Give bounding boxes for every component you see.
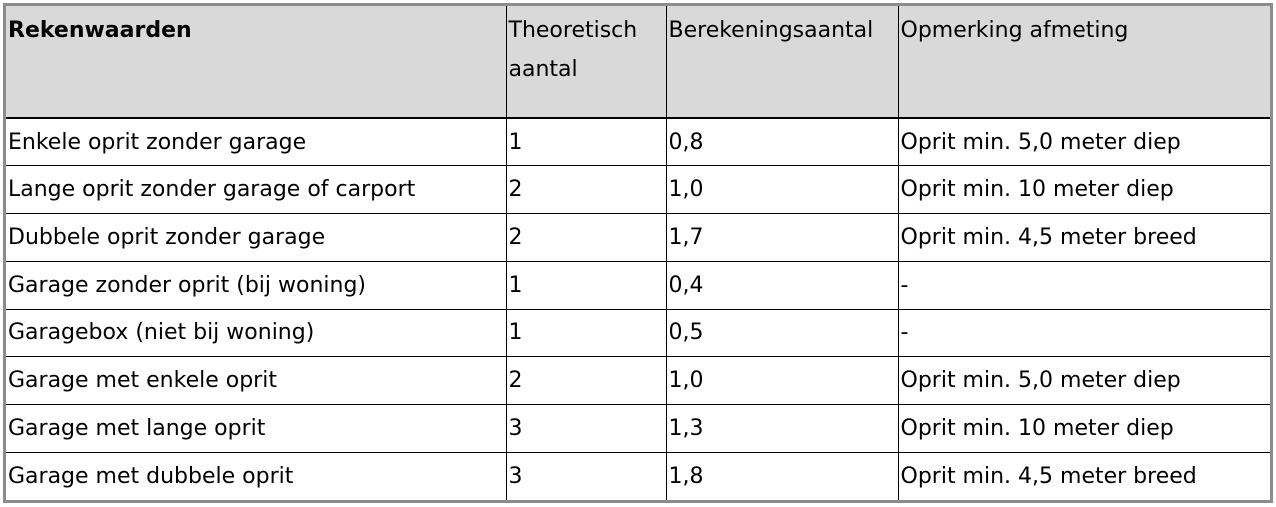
cell-opmerking: -: [897, 308, 1270, 358]
table-row: Dubbele oprit zonder garage 2 1,7 Oprit …: [6, 213, 1270, 262]
table-row: Garage met lange oprit 3 1,3 Oprit min. …: [6, 404, 1270, 453]
cell-berekeningsaantal: 1,0: [665, 165, 899, 214]
cell-theoretisch-aantal: 2: [505, 213, 667, 262]
cell-opmerking: Oprit min. 10 meter diep: [897, 165, 1270, 214]
cell-theoretisch-aantal: 1: [505, 308, 667, 358]
cell-berekeningsaantal: 1,7: [665, 213, 899, 262]
header-berekeningsaantal: Berekeningsaantal: [665, 6, 899, 119]
cell-opmerking: Oprit min. 10 meter diep: [897, 404, 1270, 453]
cell-berekeningsaantal: 1,8: [665, 451, 899, 500]
cell-opmerking: Oprit min. 5,0 meter diep: [897, 117, 1270, 167]
cell-theoretisch-aantal: 1: [505, 260, 667, 310]
cell-theoretisch-aantal: 3: [505, 404, 667, 453]
table-row: Garage met enkele oprit 2 1,0 Oprit min.…: [6, 356, 1270, 405]
table-row: Garagebox (niet bij woning) 1 0,5 -: [6, 308, 1270, 358]
cell-theoretisch-aantal: 2: [505, 165, 667, 214]
cell-rekenwaarde: Garage met dubbele oprit: [6, 451, 507, 500]
cell-opmerking: Oprit min. 5,0 meter diep: [897, 356, 1270, 405]
header-theoretisch-aantal: Theoretisch aantal: [505, 6, 667, 119]
cell-rekenwaarde: Dubbele oprit zonder garage: [6, 213, 507, 262]
cell-rekenwaarde: Lange oprit zonder garage of carport: [6, 165, 507, 214]
cell-rekenwaarde: Garage met lange oprit: [6, 404, 507, 453]
parking-values-table: Rekenwaarden Theoretisch aantal Berekeni…: [6, 6, 1270, 500]
cell-theoretisch-aantal: 2: [505, 356, 667, 405]
table-row: Garage zonder oprit (bij woning) 1 0,4 -: [6, 260, 1270, 310]
cell-opmerking: Oprit min. 4,5 meter breed: [897, 451, 1270, 500]
header-opmerking-afmeting: Opmerking afmeting: [897, 6, 1270, 119]
cell-theoretisch-aantal: 1: [505, 117, 667, 167]
table-row: Garage met dubbele oprit 3 1,8 Oprit min…: [6, 451, 1270, 500]
parking-values-table-frame: Rekenwaarden Theoretisch aantal Berekeni…: [3, 3, 1273, 503]
table-row: Enkele oprit zonder garage 1 0,8 Oprit m…: [6, 117, 1270, 167]
header-row: Rekenwaarden Theoretisch aantal Berekeni…: [6, 6, 1270, 119]
cell-rekenwaarde: Garagebox (niet bij woning): [6, 308, 507, 358]
cell-rekenwaarde: Garage met enkele oprit: [6, 356, 507, 405]
header-rekenwaarden: Rekenwaarden: [6, 6, 507, 119]
table-header: Rekenwaarden Theoretisch aantal Berekeni…: [6, 6, 1270, 119]
cell-berekeningsaantal: 0,8: [665, 117, 899, 167]
cell-rekenwaarde: Garage zonder oprit (bij woning): [6, 260, 507, 310]
cell-opmerking: -: [897, 260, 1270, 310]
table-body: Enkele oprit zonder garage 1 0,8 Oprit m…: [6, 117, 1270, 500]
cell-berekeningsaantal: 0,4: [665, 260, 899, 310]
cell-opmerking: Oprit min. 4,5 meter breed: [897, 213, 1270, 262]
cell-berekeningsaantal: 1,0: [665, 356, 899, 405]
cell-berekeningsaantal: 0,5: [665, 308, 899, 358]
table-row: Lange oprit zonder garage of carport 2 1…: [6, 165, 1270, 214]
cell-theoretisch-aantal: 3: [505, 451, 667, 500]
cell-rekenwaarde: Enkele oprit zonder garage: [6, 117, 507, 167]
cell-berekeningsaantal: 1,3: [665, 404, 899, 453]
